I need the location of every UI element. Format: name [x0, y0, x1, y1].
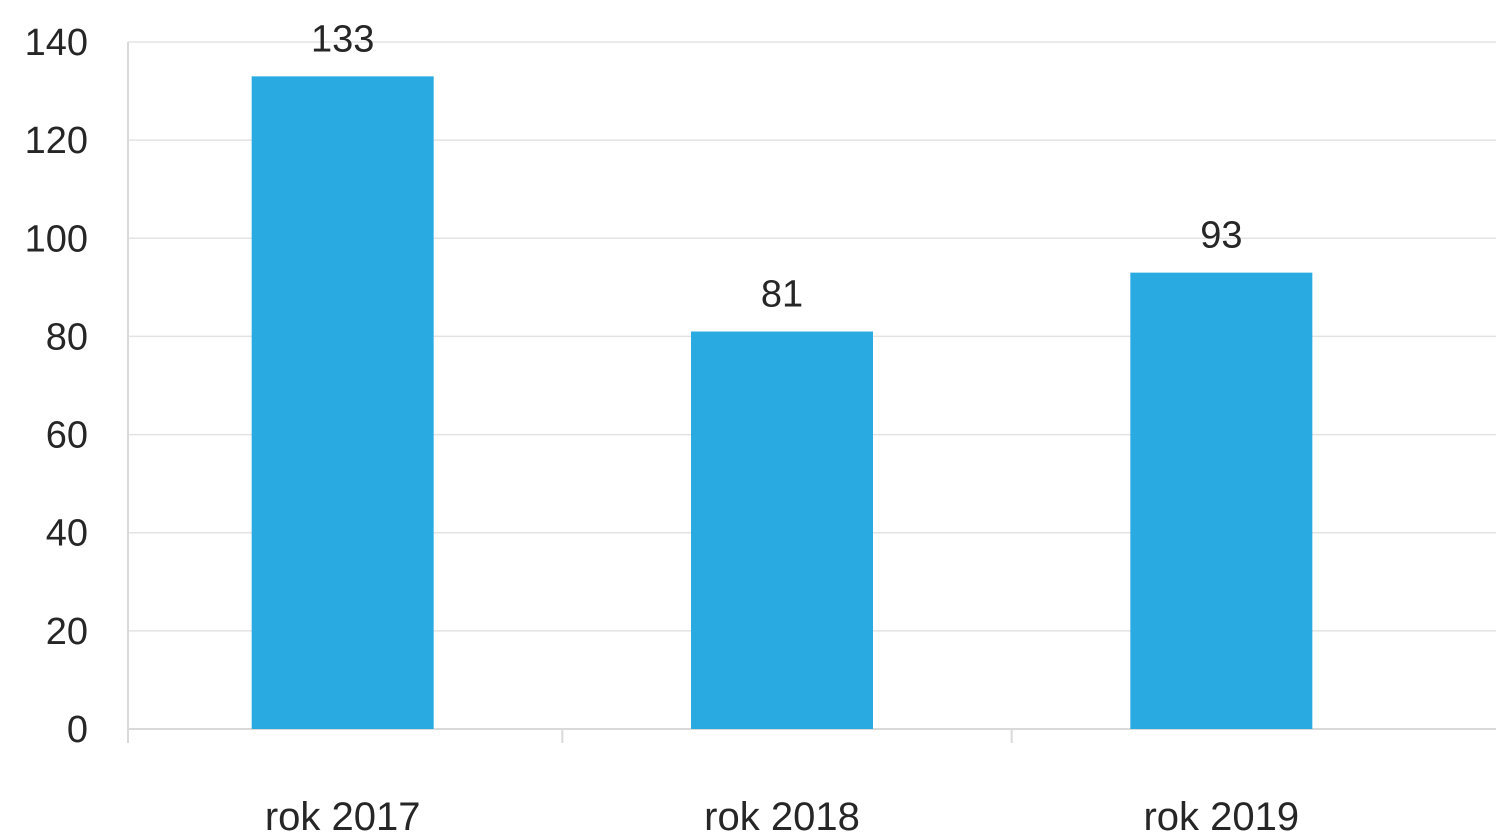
x-category-label: rok 2017	[265, 795, 421, 836]
bar-rok-2019	[1130, 272, 1313, 729]
x-category-label: rok 2018	[704, 795, 860, 836]
bars	[251, 76, 1313, 730]
y-tick-label: 20	[46, 611, 88, 653]
data-label: 81	[761, 274, 803, 316]
labels: 0 20 40 60 80 100 120 140 133 rok 2017 81 rok 2018 9…	[25, 18, 1300, 836]
y-tick-label: 140	[25, 22, 88, 64]
bar-rok-2018	[691, 331, 873, 729]
y-tick-label: 60	[46, 415, 88, 457]
y-tick-label: 80	[46, 316, 88, 358]
bar-rok-2017	[251, 76, 434, 730]
axes	[127, 42, 1013, 743]
y-tick-label: 40	[46, 513, 88, 555]
y-tick-label: 100	[25, 218, 88, 260]
y-tick-label: 0	[67, 709, 88, 751]
x-category-label: rok 2019	[1143, 795, 1299, 836]
y-tick-label: 120	[25, 120, 88, 162]
data-label: 93	[1200, 215, 1242, 257]
data-label: 133	[311, 18, 374, 60]
